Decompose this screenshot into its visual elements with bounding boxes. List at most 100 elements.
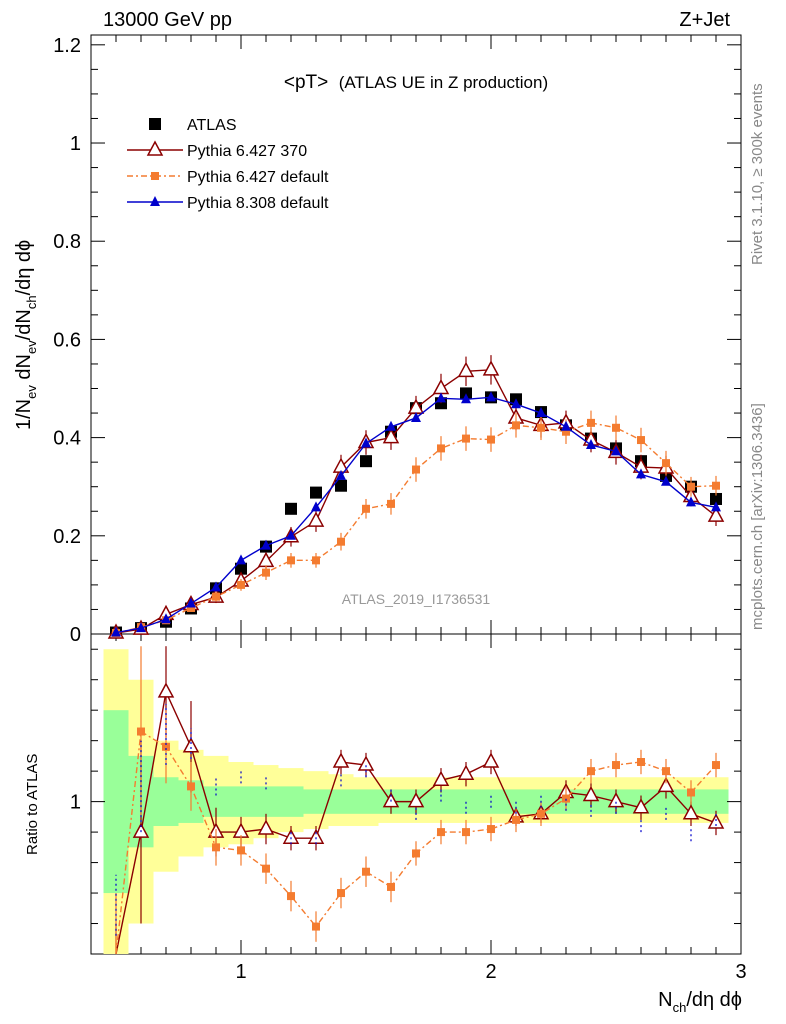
ratio-point — [712, 761, 720, 770]
data-point — [686, 496, 696, 507]
data-point — [662, 459, 670, 468]
y-tick-label: 0.2 — [53, 526, 81, 548]
y-axis-label: 1/Nev dNev/dNch/dη dϕ — [13, 240, 39, 430]
y-tick-label: 0.4 — [53, 428, 81, 450]
header-left: 13000 GeV pp — [103, 9, 232, 31]
data-point — [310, 486, 322, 499]
ratio-point — [437, 828, 445, 837]
ratio-point — [462, 828, 470, 837]
ratio-point — [657, 776, 675, 793]
data-point — [312, 556, 320, 565]
data-point — [336, 469, 346, 480]
data-point — [487, 435, 495, 444]
data-point — [287, 556, 295, 565]
legend-marker — [150, 196, 160, 206]
ratio-series-pythia-6-427-default — [115, 646, 720, 955]
y-tick-label: 0.6 — [53, 329, 81, 351]
ratio-point — [632, 798, 650, 814]
ratio-stat-band — [153, 777, 179, 826]
ratio-point — [307, 828, 325, 844]
data-point — [482, 360, 500, 376]
ratio-series-pythia-8-308-default — [115, 704, 717, 936]
ratio-stat-band — [103, 710, 129, 894]
y-tick-label: 1 — [70, 133, 81, 155]
data-point — [311, 501, 321, 512]
data-point — [561, 420, 571, 431]
ratio-stat-band — [303, 789, 329, 814]
data-point — [710, 492, 722, 505]
legend-label: Pythia 8.308 default — [187, 195, 329, 212]
data-point — [536, 407, 546, 418]
ratio-point — [312, 922, 320, 931]
ratio-point — [137, 727, 145, 736]
y-tick-label: 1.2 — [53, 35, 81, 57]
ratio-point — [387, 882, 395, 891]
ratio-point — [187, 782, 195, 791]
data-point — [412, 465, 420, 474]
ratio-stat-band — [703, 789, 729, 814]
chart-title: <pT> (ATLAS UE in Z production) — [284, 72, 548, 93]
legend-item: Pythia 8.308 default — [127, 195, 329, 212]
data-point — [457, 361, 475, 378]
ratio-stat-band — [453, 789, 479, 814]
data-point — [212, 592, 220, 601]
data-point — [436, 392, 446, 403]
ratio-point — [287, 892, 295, 901]
ratio-point — [487, 825, 495, 834]
main-axis-ticks: 0 0.2 0.4 0.6 0.8 1 1.2 1 2 3 — [53, 35, 746, 983]
data-point — [337, 537, 345, 546]
data-point — [235, 562, 247, 575]
data-point — [187, 603, 195, 612]
data-point — [387, 499, 395, 508]
ratio-point — [637, 758, 645, 766]
ratio-point — [457, 764, 475, 780]
legend: ATLAS Pythia 6.427 370 Pythia 6.427 defaul… — [127, 117, 329, 212]
ratio-stat-band — [328, 789, 354, 814]
ratio-point — [257, 819, 275, 835]
ratio-point — [607, 792, 625, 808]
ratio-stat-band — [253, 786, 279, 817]
ratio-point — [707, 813, 725, 829]
ratio-y-label: Ratio to ATLAS — [24, 754, 41, 855]
data-point — [136, 622, 146, 633]
ratio-point — [537, 809, 545, 818]
ratio-tick-label: 1 — [70, 792, 81, 814]
data-point — [707, 506, 725, 522]
data-point — [486, 391, 496, 402]
data-point — [360, 455, 372, 468]
chart-title-main: <pT> — [284, 72, 328, 93]
ratio-point — [212, 843, 220, 852]
ratio-point — [512, 815, 520, 824]
data-point — [587, 418, 595, 427]
data-point — [335, 479, 347, 492]
data-point — [161, 613, 171, 624]
ratio-point — [182, 737, 200, 753]
ratio-point — [582, 785, 600, 802]
x-tick-label: 2 — [485, 961, 496, 983]
ratio-point — [337, 889, 345, 898]
ratio-point — [482, 752, 500, 768]
ratio-point — [432, 770, 450, 787]
ratio-point — [237, 846, 245, 855]
data-point — [586, 438, 596, 449]
y-tick-label: 0 — [70, 624, 81, 646]
ratio-point — [357, 755, 375, 771]
data-point — [236, 554, 246, 565]
chart-title-sub: (ATLAS UE in Z production) — [339, 73, 548, 92]
ratio-point — [332, 752, 350, 768]
legend-label: Pythia 6.427 default — [187, 169, 329, 186]
ratio-point — [562, 794, 570, 803]
main-series-layer — [107, 355, 725, 639]
x-tick-label: 3 — [735, 961, 746, 983]
legend-item: Pythia 6.427 default — [127, 169, 329, 186]
ratio-point — [662, 767, 670, 776]
ratio-stat-band — [353, 789, 379, 814]
ratio-series-layer — [115, 646, 725, 955]
ratio-stat-band — [278, 786, 304, 817]
x-axis-label: Nch/dη dϕ — [658, 989, 742, 1015]
data-point — [437, 444, 445, 453]
data-point — [637, 436, 645, 445]
data-point — [186, 597, 196, 608]
ratio-point — [262, 864, 270, 873]
